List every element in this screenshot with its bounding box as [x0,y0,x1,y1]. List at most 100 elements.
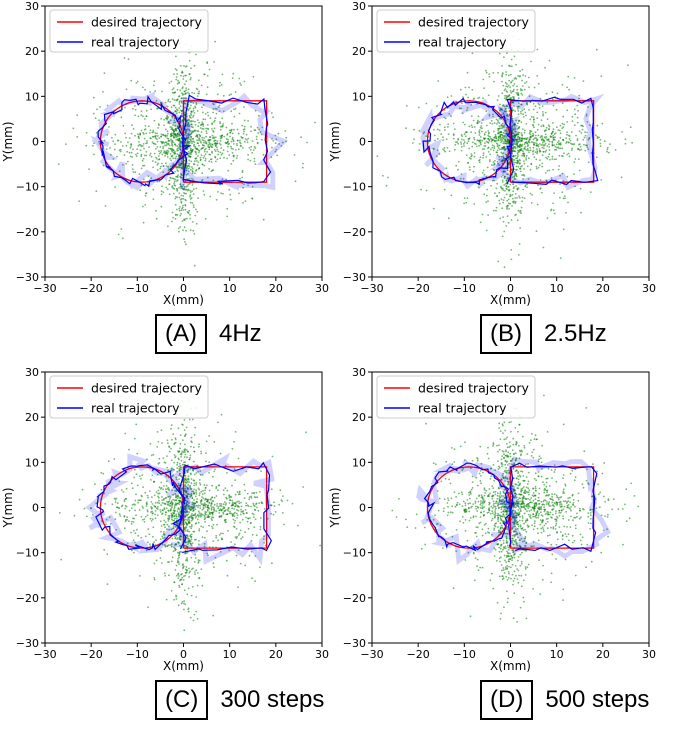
scatter-point [245,504,247,507]
scatter-point [158,158,161,161]
scatter-point [519,170,522,173]
scatter-point [255,138,258,141]
scatter-point [237,586,239,588]
scatter-point [475,476,478,479]
scatter-point [578,169,581,172]
scatter-point [555,158,557,161]
scatter-point [178,192,181,195]
scatter-point [177,551,179,554]
scatter-point [552,134,554,137]
scatter-point [542,124,545,127]
scatter-point [193,504,196,507]
scatter-point [188,114,191,117]
scatter-point [184,477,187,479]
scatter-point [85,131,88,134]
scatter-point [175,144,177,147]
scatter-point [473,165,475,168]
scatter-point [518,158,521,161]
scatter-point [223,135,226,138]
scatter-point [201,172,204,175]
scatter-point [167,525,170,528]
scatter-point [554,145,557,148]
scatter-point [537,134,540,137]
scatter-point [542,528,545,530]
scatter-point [562,490,565,493]
scatter-point [563,195,566,198]
scatter-point [166,528,168,531]
scatter-point [507,198,510,201]
scatter-point [529,118,532,121]
scatter-point [99,106,101,108]
scatter-point [178,542,180,544]
scatter-point [216,142,219,145]
scatter-point [516,532,518,534]
scatter-point [254,109,257,112]
scatter-point [195,493,198,495]
scatter-point [240,508,243,511]
real-trajectory-line [181,94,272,185]
scatter-point [479,156,482,159]
scatter-point [510,81,512,84]
scatter-point [210,507,213,510]
scatter-point [550,209,552,212]
scatter-point [185,523,188,526]
scatter-point [285,140,287,143]
scatter-point [174,504,176,506]
scatter-point [156,158,158,160]
scatter-point [258,502,261,504]
scatter-point [181,439,184,442]
scatter-point [453,491,456,494]
scatter-point [473,579,476,582]
scatter-point [230,93,233,96]
scatter-point [512,90,515,93]
scatter-point [487,141,490,144]
scatter-point [211,512,213,514]
scatter-point [132,521,135,523]
scatter-point [183,226,186,229]
scatter-point [209,117,212,120]
scatter-point [194,157,197,160]
scatter-point [511,101,514,104]
scatter-point [592,463,594,465]
scatter-point [161,535,164,538]
scatter-point [142,143,145,145]
scatter-point [166,118,168,121]
scatter-point [189,107,192,109]
y-tick-label: 30 [352,0,366,13]
scatter-point [179,497,182,500]
scatter-point [239,139,241,142]
scatter-point [488,113,491,116]
scatter-point [270,156,273,159]
scatter-point [234,107,237,110]
scatter-point [184,74,187,77]
scatter-point [183,602,185,605]
scatter-point [178,537,181,540]
scatter-point [566,131,568,134]
scatter-point [166,466,169,469]
scatter-point [105,518,108,521]
scatter-point [148,132,151,134]
scatter-point [270,512,272,515]
scatter-point [501,179,504,182]
scatter-point [526,186,528,189]
scatter-point [556,92,559,95]
scatter-point [163,519,166,522]
scatter-point [201,106,203,109]
scatter-point [474,132,477,134]
scatter-point [250,145,253,148]
scatter-point [162,147,165,150]
scatter-point [509,97,512,100]
scatter-point [153,541,156,544]
scatter-point [181,488,183,490]
scatter-point [502,216,504,219]
y-tick-label: −30 [16,637,39,650]
scatter-point [189,194,192,197]
scatter-point [504,135,506,138]
scatter-point [157,123,160,125]
scatter-point [492,209,495,212]
scatter-point [194,145,197,148]
scatter-point [506,118,509,121]
scatter-point [172,527,175,529]
scatter-point [501,65,503,67]
scatter-point [177,604,180,607]
